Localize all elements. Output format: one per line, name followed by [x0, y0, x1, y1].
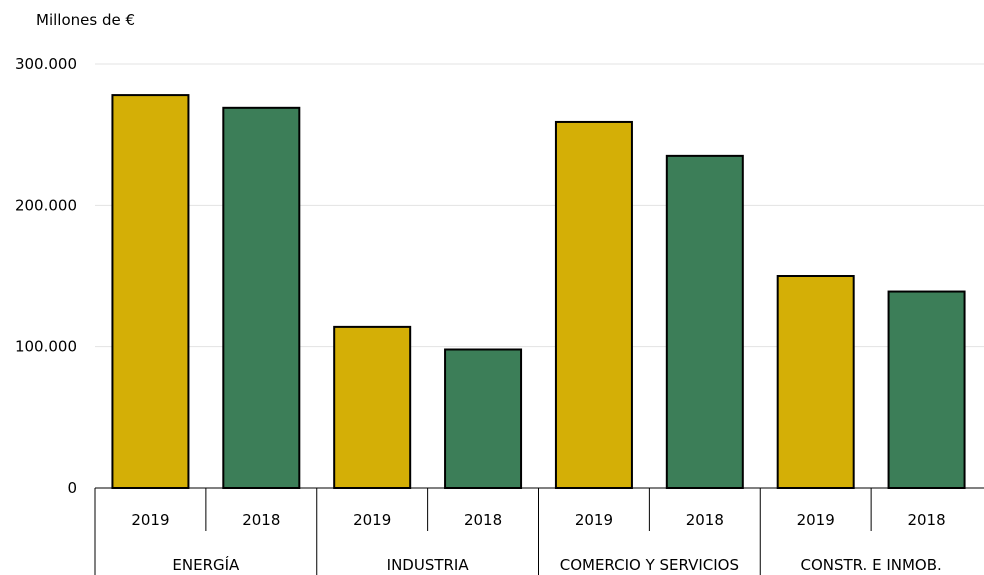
- y-axis-ticks: 0 100.000 200.000 300.000: [15, 55, 77, 497]
- unit-label: Millones de €: [36, 11, 135, 29]
- x-year-label: 2018: [907, 511, 945, 529]
- x-year-label: 2019: [353, 511, 391, 529]
- bar-comercio-y-servicios-2019: [554, 120, 633, 490]
- bar-energ-a-2019: [111, 94, 190, 490]
- bar-industria-2018: [444, 348, 523, 490]
- x-group-label: CONSTR. E INMOB.: [800, 556, 941, 574]
- x-group-label: COMERCIO Y SERVICIOS: [560, 556, 739, 574]
- bars: [111, 94, 966, 490]
- x-year-label: 2018: [686, 511, 724, 529]
- x-axis: 2019 2018 ENERGÍA 2019 2018 INDUSTRIA 2019 2018…: [94, 487, 984, 575]
- x-year-label: 2019: [797, 511, 835, 529]
- x-group-label: INDUSTRIA: [387, 556, 470, 574]
- x-year-label: 2018: [464, 511, 502, 529]
- bar-constr-e-inmob--2019: [776, 275, 855, 489]
- x-year-label: 2018: [242, 511, 280, 529]
- y-tick-label: 300.000: [15, 55, 77, 73]
- x-group-label: ENERGÍA: [172, 555, 240, 574]
- bar-energ-a-2018: [222, 106, 301, 490]
- x-year-label: 2019: [131, 511, 169, 529]
- bar-industria-2019: [333, 325, 412, 489]
- y-tick-label: 100.000: [15, 338, 77, 356]
- x-year-label: 2019: [575, 511, 613, 529]
- y-tick-label: 0: [67, 479, 77, 497]
- bar-comercio-y-servicios-2018: [665, 154, 744, 489]
- bar-constr-e-inmob--2018: [887, 290, 966, 489]
- y-tick-label: 200.000: [15, 196, 77, 214]
